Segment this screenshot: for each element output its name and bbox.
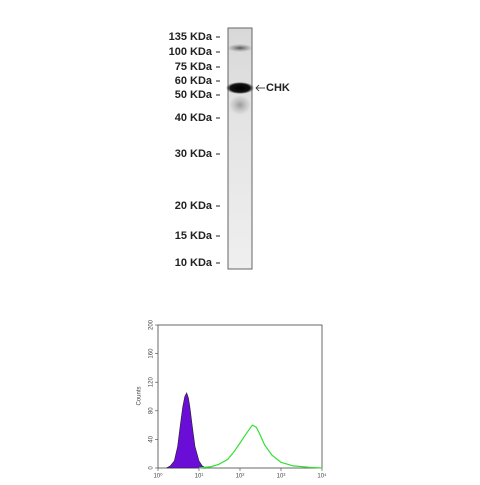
blot-smear <box>229 95 251 115</box>
y-tick-label: 40 <box>149 435 155 442</box>
blot-band <box>227 44 253 52</box>
marker-label: 20 KDa <box>175 200 213 212</box>
marker-label: 50 KDa <box>175 89 213 101</box>
arrow-head <box>255 84 260 92</box>
x-tick-label: 10² <box>236 474 245 480</box>
marker-label: 75 KDa <box>175 61 213 73</box>
x-tick-label: 10⁰ <box>153 473 163 480</box>
histogram-line <box>198 424 323 469</box>
marker-label: 60 KDa <box>175 75 213 87</box>
y-tick-label: 0 <box>149 466 155 470</box>
y-tick-label: 120 <box>149 377 155 388</box>
marker-label: 100 KDa <box>169 46 213 58</box>
marker-label: 135 KDa <box>169 31 213 43</box>
x-tick-label: 10¹ <box>195 474 204 480</box>
x-tick-label: 10³ <box>277 474 286 480</box>
histogram-area <box>166 392 207 469</box>
blot-lane <box>227 27 253 270</box>
y-tick-label: 80 <box>149 407 155 414</box>
marker-label: 10 KDa <box>175 257 213 269</box>
y-tick-label: 160 <box>149 348 155 359</box>
x-tick-label: 10⁴ <box>317 473 327 480</box>
marker-label: 40 KDa <box>175 112 213 124</box>
blot-band <box>226 82 254 94</box>
marker-label: 15 KDa <box>175 230 213 242</box>
target-label: CHK <box>266 82 290 94</box>
marker-label: 30 KDa <box>175 148 213 160</box>
y-axis-label: Counts <box>137 386 143 405</box>
y-tick-label: 200 <box>149 319 155 330</box>
